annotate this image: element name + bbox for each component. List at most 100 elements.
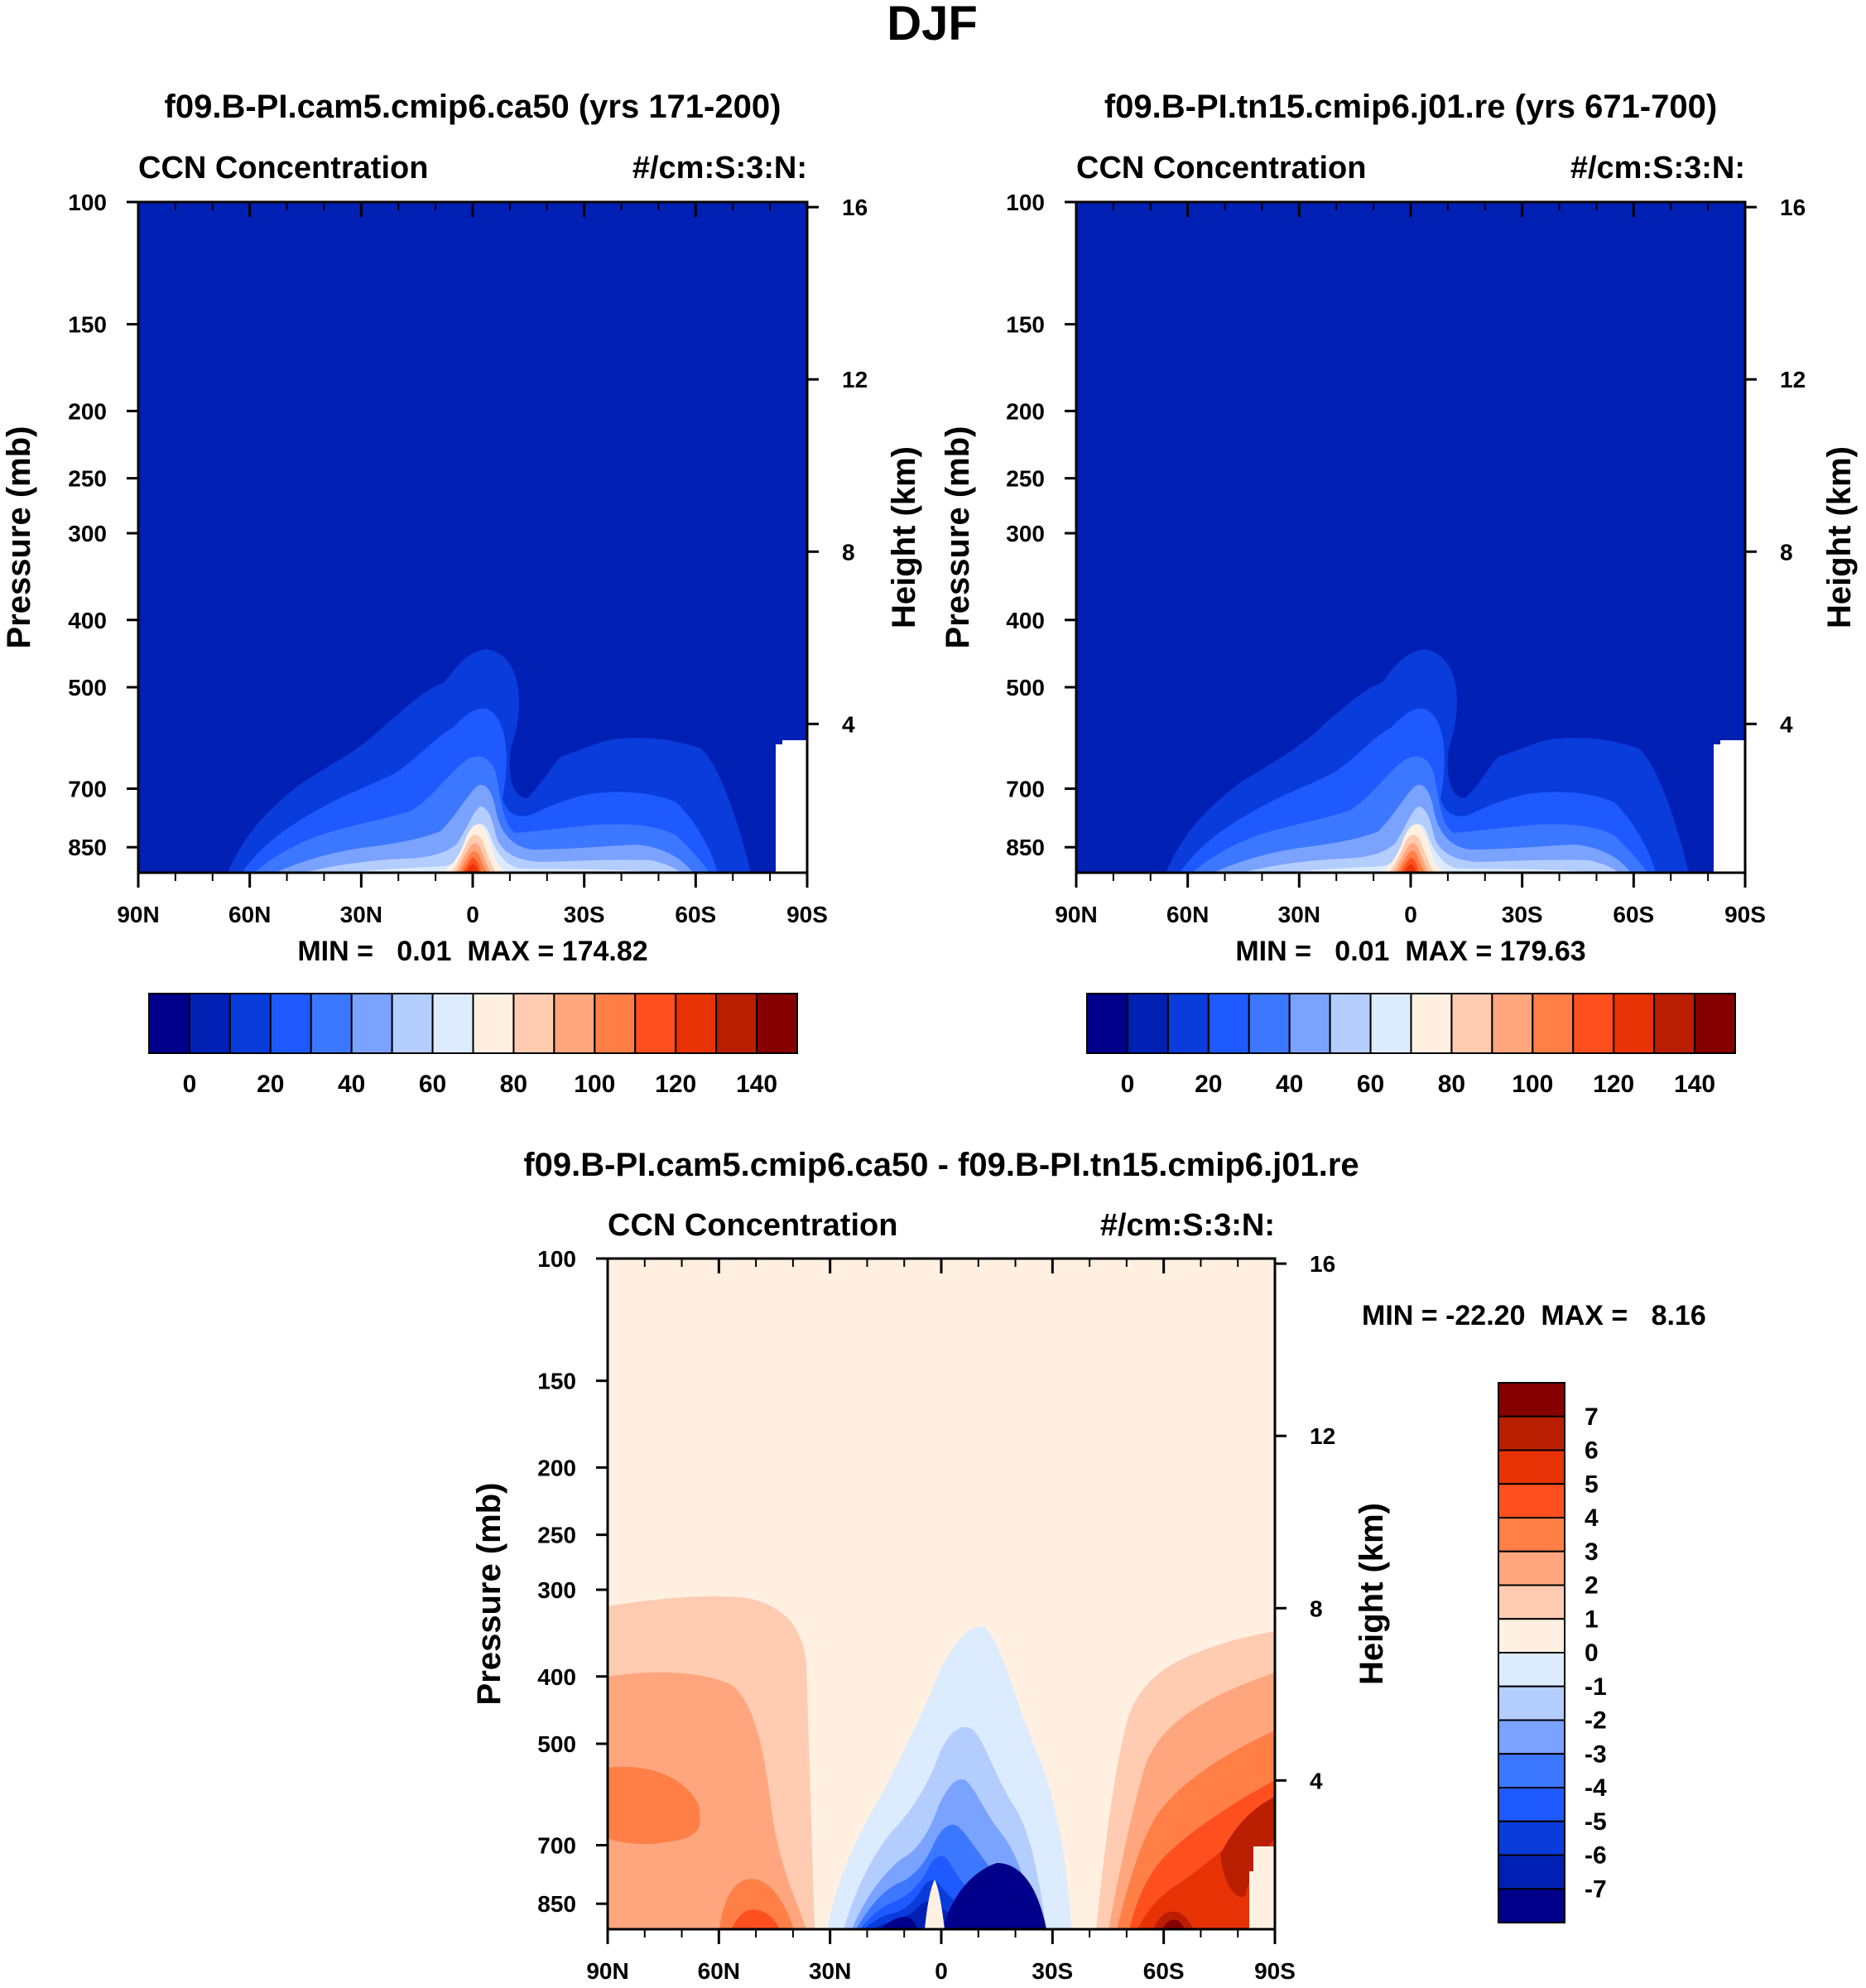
panel-2-stats: MIN = 0.01 MAX = 179.63 — [1235, 936, 1585, 967]
panel-3-colorbar-label: 5 — [1585, 1471, 1599, 1498]
panel-3-colorbar-box — [1498, 1719, 1565, 1755]
panel-1-xtick-label: 90N — [117, 902, 159, 927]
panel-2-xtick-label: 0 — [1404, 902, 1417, 927]
panel-3-ytick-label: 400 — [537, 1664, 576, 1690]
panel-3-colorbar-label: 0 — [1585, 1639, 1599, 1667]
panel-1-colorbar-box — [188, 993, 231, 1054]
panel-1-ytick-label: 850 — [68, 835, 107, 860]
panel-3-colorbar-label: -5 — [1585, 1808, 1607, 1836]
panel-1-title: f09.B-PI.cam5.cmip6.ca50 (yrs 171-200) — [165, 89, 782, 125]
panel-3-xtick-label: 30S — [1032, 1958, 1073, 1984]
panel-1-colorbar-box — [228, 993, 272, 1054]
panel-3-ytick-label: 850 — [537, 1891, 576, 1917]
page-title: DJF — [887, 0, 978, 51]
panel-3-colorbar-box — [1498, 1517, 1565, 1552]
panel-3-xtick-label: 60S — [1143, 1958, 1185, 1984]
panel-3-ytick-label: 300 — [537, 1577, 576, 1603]
panel-1-colorbar-box — [472, 993, 515, 1054]
panel-2-colorbar-box — [1166, 993, 1210, 1054]
panel-2-ytick-label: 200 — [1006, 398, 1045, 424]
panel-3-colorbar-label: 6 — [1585, 1437, 1599, 1465]
panel-1-xtick-label: 30S — [564, 902, 605, 927]
panel-1-ytick-label: 500 — [68, 675, 107, 700]
panel-2-colorbar-box — [1532, 993, 1575, 1054]
panel-3-ytick-right-label: 12 — [1310, 1423, 1335, 1449]
panel-1-ytick-label: 200 — [68, 398, 107, 424]
panel-2-colorbar-box — [1613, 993, 1656, 1054]
panel-3-xtick-label: 0 — [935, 1958, 948, 1984]
panel-1-colorbar-box — [553, 993, 596, 1054]
panel-1-colorbar-label: 140 — [736, 1071, 777, 1098]
panel-1-x-ticks: 90N 60N 30N 0 30S 60S 90S — [117, 202, 828, 927]
panel-1-ytick-right-label: 8 — [842, 539, 855, 565]
panel-3-colorbar-box — [1498, 1618, 1565, 1653]
panel-1-colorbar-label: 120 — [655, 1071, 696, 1098]
panel-2-ytick-label: 700 — [1006, 777, 1045, 802]
panel-1-ytick-label: 300 — [68, 521, 107, 546]
panel-2-xtick-label: 60N — [1166, 902, 1209, 927]
panel-2-colorbar-label: 60 — [1357, 1071, 1384, 1098]
panel-1-right-string: #/cm:S:3:N: — [632, 151, 807, 185]
panel-3-xtick-label: 90S — [1254, 1958, 1296, 1984]
panel-3-xtick-label: 30N — [809, 1958, 851, 1984]
panel-3-colorbar-box — [1498, 1685, 1565, 1721]
panel-3-contour-field — [608, 1259, 1275, 1929]
panel-1-left-string: CCN Concentration — [138, 151, 428, 185]
panel-1-colorbar-box — [756, 993, 798, 1054]
panel-2-ylabel-right: Height (km) — [1821, 446, 1858, 628]
panel-2-ytick-label: 150 — [1006, 312, 1045, 338]
panel-1-ytick-right-label: 12 — [842, 367, 868, 392]
panel-1-xtick-label: 30N — [340, 902, 382, 927]
panel-2-colorbar-box — [1288, 993, 1331, 1054]
panel-3-colorbar-box — [1498, 1787, 1565, 1822]
panel-2-colorbar-box — [1369, 993, 1412, 1054]
panel-1-xtick-label: 60N — [228, 902, 271, 927]
panel-3-colorbar-box — [1498, 1820, 1565, 1856]
panel-1-ylabel: Pressure (mb) — [1, 426, 37, 649]
panel-3-colorbar: 7 6 5 4 3 2 1 0 -1 -2 -3 -4 -5 -6 -7 — [1498, 1382, 1607, 1923]
panel-3-ytick-label: 250 — [537, 1523, 576, 1548]
panel-2-colorbar-box — [1329, 993, 1372, 1054]
panel-2-ytick-label: 850 — [1006, 835, 1045, 860]
panel-3-colorbar-box — [1498, 1584, 1565, 1620]
panel-2-colorbar-label: 140 — [1674, 1071, 1715, 1098]
panel-3-colorbar-box — [1498, 1382, 1565, 1418]
panel-3-title: f09.B-PI.cam5.cmip6.ca50 - f09.B-PI.tn15… — [523, 1147, 1359, 1183]
panel-1-colorbar-box — [675, 993, 718, 1054]
panel-1-colorbar-box — [594, 993, 637, 1054]
panel-3-colorbar-label: -7 — [1585, 1875, 1607, 1903]
panel-2-colorbar-box — [1572, 993, 1615, 1054]
panel-1-colorbar-label: 20 — [257, 1071, 284, 1098]
panel-2-colorbar-box — [1450, 993, 1493, 1054]
panel-2-xtick-label: 60S — [1613, 902, 1654, 927]
panel-3-ytick-label: 500 — [537, 1731, 576, 1757]
panel-2-colorbar-box — [1491, 993, 1534, 1054]
panel-2-colorbar-box — [1126, 993, 1169, 1054]
panel-1-colorbar-box — [431, 993, 474, 1054]
panel-3-colorbar-box — [1498, 1550, 1565, 1586]
panel-1-colorbar-box — [148, 993, 190, 1054]
panel-2-colorbar-box — [1410, 993, 1453, 1054]
panel-3-ytick-label: 150 — [537, 1369, 576, 1394]
panel-3-colorbar-label: 3 — [1585, 1538, 1599, 1566]
panel-3-colorbar-label: 1 — [1585, 1605, 1599, 1633]
panel-2-ytick-right-label: 16 — [1780, 195, 1806, 220]
panel-3-ylabel: Pressure (mb) — [471, 1483, 507, 1706]
panel-1-colorbar-box — [715, 993, 758, 1054]
panel-2-ytick-label: 300 — [1006, 521, 1045, 546]
panel-1-ytick-label: 250 — [68, 466, 107, 492]
panel-2-left-string: CCN Concentration — [1076, 151, 1366, 185]
panel-2-ytick-label: 500 — [1006, 675, 1045, 700]
panel-2-ylabel: Pressure (mb) — [940, 426, 976, 649]
panel-1-colorbar-label: 60 — [419, 1071, 446, 1098]
panel-3-colorbar-label: 4 — [1585, 1504, 1599, 1532]
panel-2-contour-field — [1076, 202, 1745, 873]
panel-3-ytick-right-label: 16 — [1310, 1251, 1335, 1277]
panel-3-ytick-label: 100 — [537, 1246, 576, 1272]
panel-2: f09.B-PI.tn15.cmip6.j01.re (yrs 671-700)… — [940, 89, 1858, 1098]
panel-3-colorbar-label: 2 — [1585, 1572, 1599, 1600]
panel-1-colorbar-label: 40 — [338, 1071, 365, 1098]
panel-2-ytick-right-label: 4 — [1780, 711, 1793, 737]
panel-2-colorbar-label: 120 — [1593, 1071, 1634, 1098]
